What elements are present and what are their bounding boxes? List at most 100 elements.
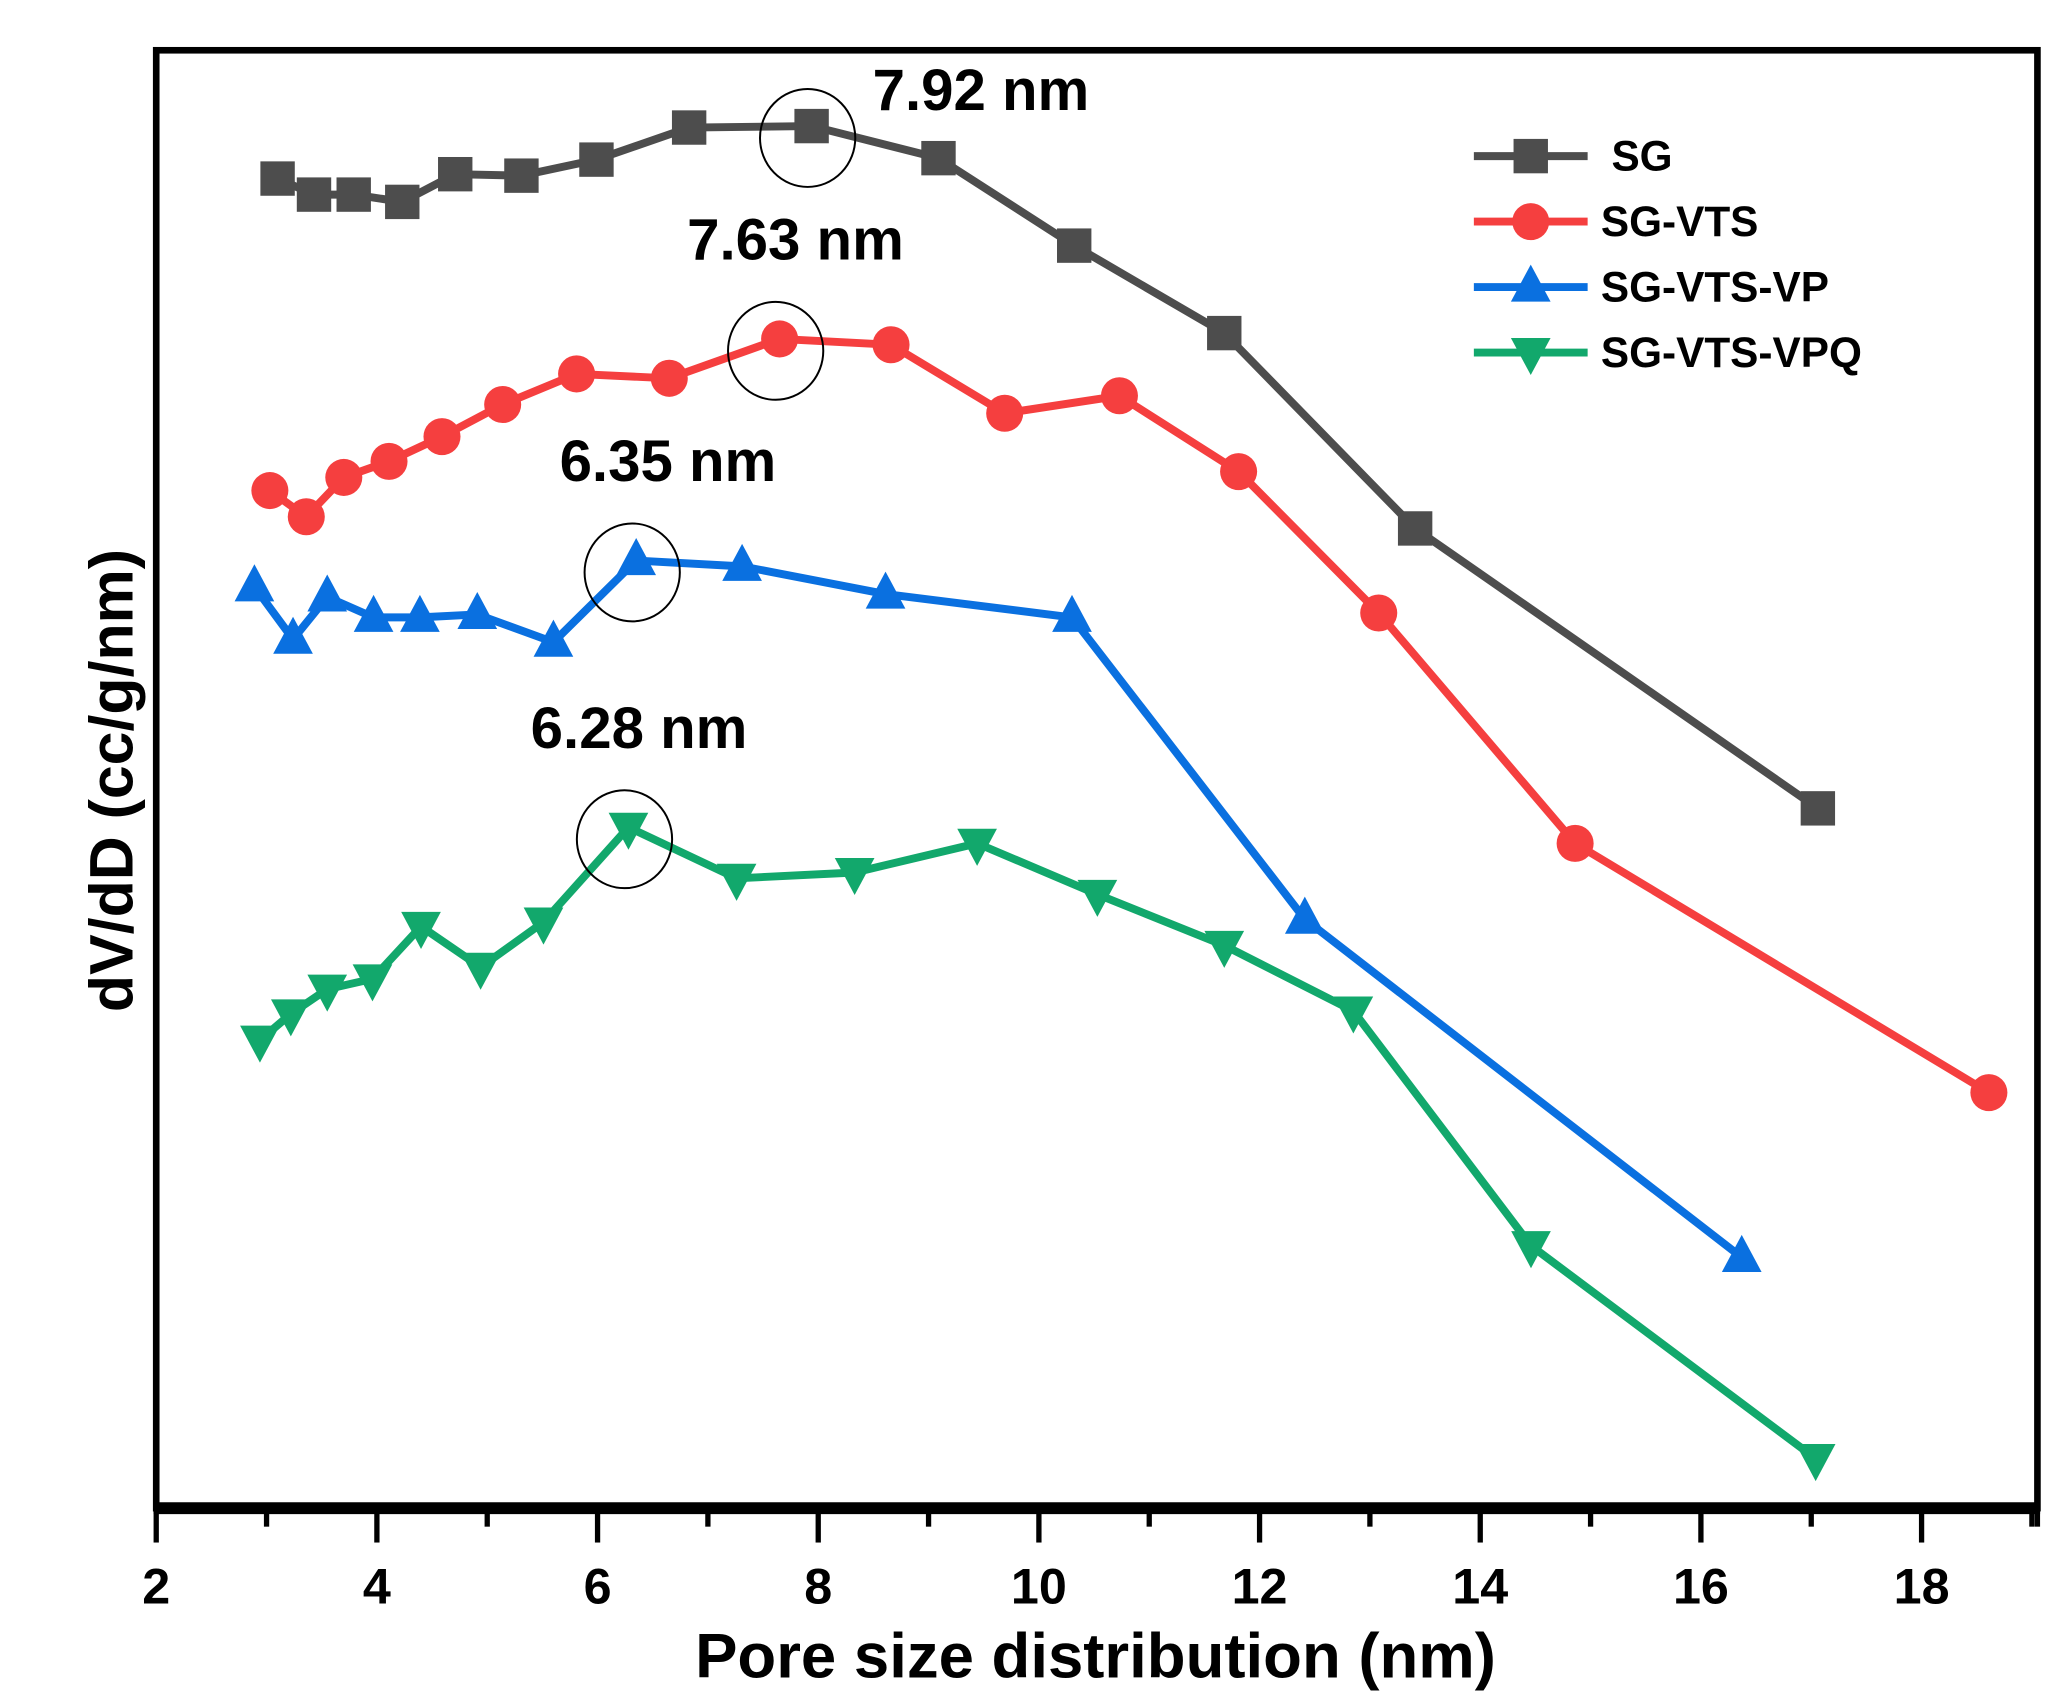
legend-item-sg: SG: [1473, 133, 1673, 180]
legend-marker: [1513, 138, 1548, 174]
x-ticks: 2 4 6 8 10 12 14 16 18: [142, 1508, 2041, 1614]
data-point: [438, 156, 473, 192]
legend-label: SG-VTS-VPQ: [1601, 329, 1862, 376]
data-point: [251, 472, 289, 510]
series-sg-vts-vp: [234, 538, 1762, 1272]
series-sg-vts-vpq: [240, 812, 1836, 1482]
data-point: [1360, 594, 1398, 632]
x-tick-label: 4: [363, 1557, 391, 1614]
data-point: [296, 177, 332, 212]
data-point: [400, 594, 440, 632]
legend-label: SG-VTS-VP: [1601, 264, 1829, 311]
data-point: [234, 564, 275, 602]
data-point: [273, 616, 313, 654]
data-point: [240, 1025, 280, 1063]
data-point: [401, 911, 441, 949]
annotation-circle: [759, 88, 857, 188]
legend-marker: [1510, 338, 1551, 376]
data-point: [1556, 824, 1594, 862]
data-point: [608, 812, 649, 850]
legend-marker: [1510, 264, 1551, 302]
series-line: [251, 556, 1745, 1261]
data-point: [1207, 315, 1242, 351]
data-point: [504, 158, 539, 193]
data-point: [671, 110, 707, 145]
data-point: [1220, 453, 1258, 491]
data-point: [385, 184, 420, 220]
data-point: [921, 140, 956, 176]
data-point: [1795, 1444, 1836, 1482]
x-tick-label: 8: [804, 1557, 832, 1614]
data-point: [865, 571, 906, 609]
legend: SG SG-VTS SG-VTS-VP SG-VTS-VPQ: [1473, 133, 1862, 376]
legend-label: SG: [1611, 133, 1672, 180]
data-point: [1511, 1231, 1551, 1269]
x-tick-label: 6: [584, 1557, 612, 1614]
data-point: [872, 326, 910, 364]
annotation-label: 6.28 nm: [531, 696, 748, 761]
data-point: [460, 952, 501, 990]
data-point: [1100, 377, 1138, 415]
series-line: [275, 122, 1821, 812]
data-point: [370, 442, 408, 480]
x-tick-label: 16: [1673, 1557, 1729, 1614]
data-point: [716, 863, 757, 901]
annotation-label: 7.92 nm: [873, 58, 1090, 123]
legend-marker: [1512, 203, 1550, 241]
plot-marks: 7.92 nm 7.63 nm 6.35 nm 6.28 nm: [234, 58, 2008, 1482]
annotation-circle: [575, 789, 674, 890]
data-point: [1800, 791, 1836, 826]
data-point: [1057, 228, 1092, 263]
x-tick-label: 14: [1452, 1557, 1508, 1614]
data-point: [986, 394, 1024, 432]
data-point: [1052, 594, 1092, 632]
data-point: [484, 386, 522, 424]
annotation-label: 7.63 nm: [687, 208, 904, 273]
data-point: [353, 594, 394, 632]
x-tick-label: 2: [142, 1557, 170, 1614]
data-point: [1333, 996, 1374, 1034]
data-point: [457, 591, 498, 630]
data-point: [957, 828, 997, 866]
data-point: [1284, 896, 1325, 934]
data-point: [336, 177, 371, 212]
data-point: [352, 964, 393, 1002]
series-line: [267, 334, 1991, 1097]
legend-label: SG-VTS: [1601, 198, 1759, 245]
data-point: [650, 359, 688, 397]
data-point: [1204, 930, 1245, 968]
data-point: [834, 857, 875, 896]
data-point: [270, 999, 311, 1037]
data-point: [616, 538, 657, 576]
data-point: [761, 320, 799, 358]
data-point: [423, 418, 461, 456]
data-point: [1970, 1074, 2008, 1112]
legend-item-sg-vts: SG-VTS: [1473, 198, 1759, 245]
annotation-circle: [583, 522, 681, 623]
data-point: [287, 498, 325, 536]
data-point: [523, 907, 564, 945]
data-point: [558, 355, 596, 393]
series-sg: [260, 108, 1836, 826]
annotation-label: 6.35 nm: [560, 429, 777, 494]
legend-item-sg-vts-vpq: SG-VTS-VPQ: [1473, 329, 1862, 376]
data-point: [307, 574, 348, 612]
data-point: [1721, 1234, 1762, 1272]
data-point: [1397, 511, 1433, 546]
x-tick-label: 10: [1011, 1557, 1067, 1614]
x-axis-label: Pore size distribution (nm): [695, 1621, 1496, 1691]
data-point: [579, 142, 614, 177]
annotation-circle: [727, 300, 825, 401]
y-axis-label: dV/dD (cc/g/nm): [77, 549, 145, 1012]
x-tick-label: 12: [1232, 1557, 1288, 1614]
data-point: [794, 108, 829, 144]
series-line: [257, 823, 1819, 1462]
data-point: [1077, 879, 1118, 917]
data-point: [307, 974, 348, 1012]
x-tick-label: 18: [1894, 1557, 1950, 1614]
data-point: [722, 543, 762, 581]
series-sg-vts: [251, 320, 2008, 1112]
data-point: [325, 458, 363, 496]
legend-item-sg-vts-vp: SG-VTS-VP: [1473, 264, 1829, 311]
